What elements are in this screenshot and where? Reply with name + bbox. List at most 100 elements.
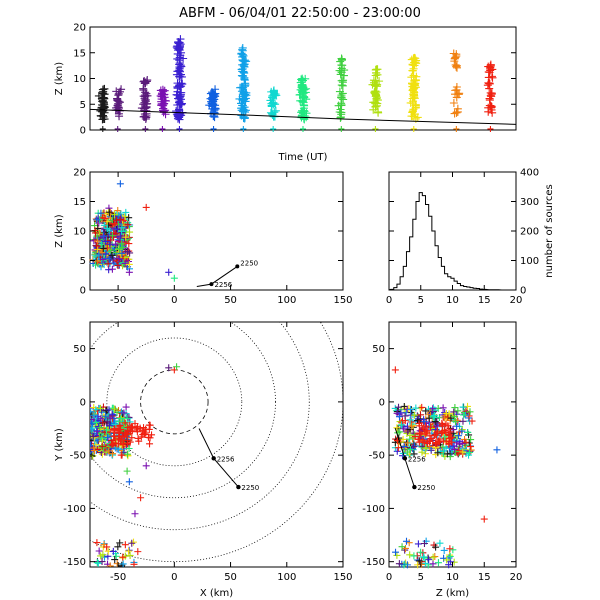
source-point bbox=[139, 431, 147, 439]
source-point bbox=[161, 110, 170, 119]
source-point bbox=[123, 414, 131, 422]
y-tick-label: 5 bbox=[80, 100, 86, 111]
source-point bbox=[429, 404, 437, 412]
source-point bbox=[93, 257, 101, 265]
source-point bbox=[179, 54, 188, 63]
source-point bbox=[99, 419, 107, 427]
y-tick-label: 0 bbox=[80, 397, 86, 408]
source-point bbox=[485, 101, 494, 110]
track-label: 2256 bbox=[217, 455, 235, 463]
source-point bbox=[238, 55, 247, 64]
source-point bbox=[487, 103, 496, 112]
source-point bbox=[119, 243, 127, 251]
source-point bbox=[464, 428, 472, 436]
x-tick-label: 5 bbox=[418, 572, 424, 583]
y-axis-label: Y (km) bbox=[54, 428, 65, 462]
source-point bbox=[117, 214, 125, 222]
source-point bbox=[465, 412, 473, 420]
source-point bbox=[116, 180, 124, 188]
y-tick-label: -50 bbox=[70, 451, 86, 462]
source-point bbox=[425, 414, 433, 422]
source-point bbox=[406, 551, 414, 559]
source-point bbox=[117, 451, 125, 459]
x-tick-label: 100 bbox=[277, 295, 296, 306]
source-point bbox=[118, 227, 126, 235]
source-point bbox=[98, 442, 106, 450]
source-point bbox=[237, 99, 246, 108]
source-point bbox=[415, 419, 423, 427]
source-point bbox=[453, 125, 460, 132]
source-point bbox=[442, 444, 450, 452]
source-point bbox=[374, 108, 383, 117]
x-tick-label: 10 bbox=[446, 572, 459, 583]
track-label: 2256 bbox=[214, 281, 232, 289]
source-point bbox=[126, 228, 134, 236]
source-point bbox=[432, 543, 440, 551]
source-point bbox=[237, 87, 246, 96]
x-tick-label: 150 bbox=[333, 295, 352, 306]
source-point bbox=[429, 560, 437, 568]
source-point bbox=[109, 547, 117, 555]
source-point bbox=[98, 85, 107, 94]
source-point bbox=[422, 444, 430, 452]
source-point bbox=[142, 429, 150, 437]
source-point bbox=[107, 236, 115, 244]
source-point bbox=[371, 65, 380, 74]
source-point bbox=[97, 406, 105, 414]
source-point bbox=[420, 554, 428, 562]
source-point bbox=[454, 432, 462, 440]
xz-panel: 2250 2256 -50 0 50 100 150 0 5 10 15 20 Z (km) bbox=[54, 168, 353, 307]
source-point bbox=[412, 404, 420, 412]
source-point bbox=[299, 93, 308, 102]
source-point bbox=[438, 419, 446, 427]
source-point bbox=[369, 98, 378, 107]
source-point bbox=[238, 107, 247, 116]
source-point bbox=[142, 77, 151, 86]
source-point bbox=[410, 411, 418, 419]
source-point bbox=[176, 125, 183, 132]
source-point bbox=[141, 97, 150, 106]
source-point bbox=[116, 232, 124, 240]
source-point bbox=[105, 255, 113, 263]
source-point bbox=[93, 242, 101, 250]
source-point bbox=[484, 62, 493, 71]
source-point bbox=[419, 437, 427, 445]
source-point bbox=[134, 548, 142, 556]
y-axis-label: number of sources bbox=[544, 184, 555, 277]
source-point bbox=[103, 543, 111, 551]
range-ring bbox=[106, 337, 243, 467]
source-point bbox=[165, 364, 173, 372]
y-tick-label: 100 bbox=[520, 256, 539, 267]
source-point bbox=[115, 426, 123, 434]
source-point bbox=[407, 405, 415, 413]
y-tick-label: 10 bbox=[73, 227, 86, 238]
source-point bbox=[408, 66, 417, 75]
source-point bbox=[416, 411, 424, 419]
source-point bbox=[177, 62, 186, 71]
source-point bbox=[337, 110, 346, 119]
source-point bbox=[90, 452, 96, 460]
source-point bbox=[393, 551, 401, 559]
baseline-line bbox=[89, 108, 517, 125]
source-point bbox=[103, 433, 111, 441]
source-point bbox=[426, 432, 434, 440]
source-point bbox=[90, 452, 97, 460]
source-point bbox=[130, 538, 138, 546]
track-point bbox=[235, 264, 240, 269]
source-point bbox=[434, 559, 442, 567]
source-point bbox=[105, 422, 113, 430]
source-point bbox=[446, 428, 454, 436]
source-point bbox=[99, 444, 107, 452]
source-point bbox=[174, 39, 183, 48]
source-point bbox=[114, 103, 123, 112]
source-point bbox=[444, 422, 452, 430]
source-point bbox=[493, 446, 501, 454]
source-point bbox=[114, 261, 122, 269]
y-tick-label: 300 bbox=[520, 197, 539, 208]
source-point bbox=[415, 438, 423, 446]
source-point bbox=[271, 106, 280, 115]
y-tick-label: -100 bbox=[63, 504, 86, 515]
source-point bbox=[429, 553, 437, 561]
source-point bbox=[406, 416, 414, 424]
source-point bbox=[407, 73, 416, 82]
